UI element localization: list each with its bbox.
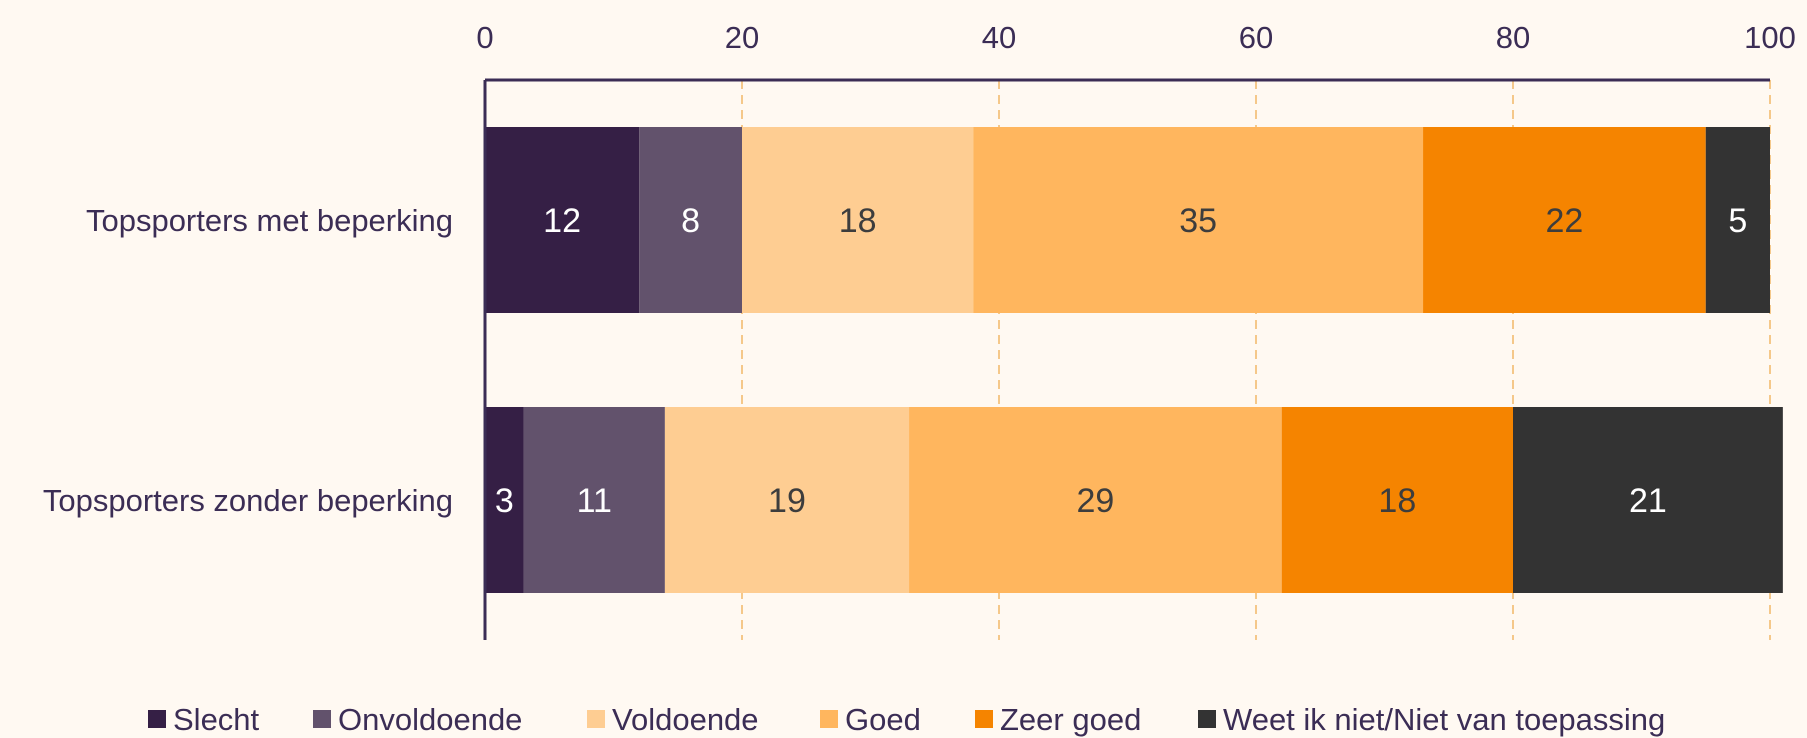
legend-label: Zeer goed bbox=[1000, 702, 1141, 737]
data-label: 18 bbox=[1378, 482, 1416, 520]
legend-swatch bbox=[1198, 710, 1216, 728]
data-label: 18 bbox=[839, 202, 877, 240]
x-tick-label: 80 bbox=[1496, 20, 1530, 55]
legend: Slecht Onvoldoende Voldoende Goed Zeer goed W… bbox=[148, 702, 1665, 737]
x-tick-label: 100 bbox=[1744, 20, 1796, 55]
bar-segment bbox=[1423, 127, 1706, 313]
axes bbox=[483, 78, 1770, 640]
bar-segment bbox=[1281, 407, 1513, 593]
data-label: 35 bbox=[1179, 202, 1217, 240]
legend-label: Weet ik niet/Niet van toepassing bbox=[1223, 702, 1665, 737]
legend-swatch bbox=[148, 710, 166, 728]
bar-segment bbox=[485, 407, 524, 593]
x-tick-label: 20 bbox=[725, 20, 759, 55]
legend-label: Goed bbox=[845, 702, 921, 737]
legend-swatch bbox=[820, 710, 838, 728]
x-tick-label: 40 bbox=[982, 20, 1016, 55]
legend-label: Onvoldoende bbox=[338, 702, 522, 737]
legend-swatch bbox=[313, 710, 331, 728]
bar-segment bbox=[742, 127, 974, 313]
data-label: 29 bbox=[1076, 482, 1114, 520]
legend-swatch bbox=[587, 710, 605, 728]
x-tick-labels: 0 20 40 60 80 100 bbox=[476, 20, 1795, 55]
bar-segment bbox=[973, 127, 1424, 313]
category-labels: Topsporters met beperking Topsporters zon… bbox=[43, 203, 453, 518]
bar-segment bbox=[523, 407, 665, 593]
data-label: 3 bbox=[495, 482, 514, 520]
x-tick-label: 60 bbox=[1239, 20, 1273, 55]
bar-segment bbox=[1705, 127, 1770, 313]
data-label: 11 bbox=[577, 482, 612, 520]
bar-segments: 12 8 18 35 22 5 3 11 19 29 18 21 bbox=[485, 127, 1783, 593]
category-label: Topsporters zonder beperking bbox=[43, 483, 453, 518]
legend-swatch bbox=[975, 710, 993, 728]
bar-segment bbox=[639, 127, 742, 313]
data-label: 22 bbox=[1545, 202, 1583, 240]
data-label: 8 bbox=[681, 202, 700, 240]
data-label: 5 bbox=[1728, 202, 1747, 240]
data-label: 21 bbox=[1629, 482, 1667, 520]
x-tick-label: 0 bbox=[476, 20, 493, 55]
bar-segment bbox=[909, 407, 1282, 593]
data-label: 12 bbox=[543, 202, 581, 240]
bar-segment bbox=[485, 127, 640, 313]
bar-segment bbox=[664, 407, 910, 593]
bar-segment bbox=[1513, 407, 1783, 593]
category-label: Topsporters met beperking bbox=[86, 203, 453, 238]
data-label: 19 bbox=[768, 482, 806, 520]
legend-label: Voldoende bbox=[612, 702, 759, 737]
legend-label: Slecht bbox=[173, 702, 260, 737]
